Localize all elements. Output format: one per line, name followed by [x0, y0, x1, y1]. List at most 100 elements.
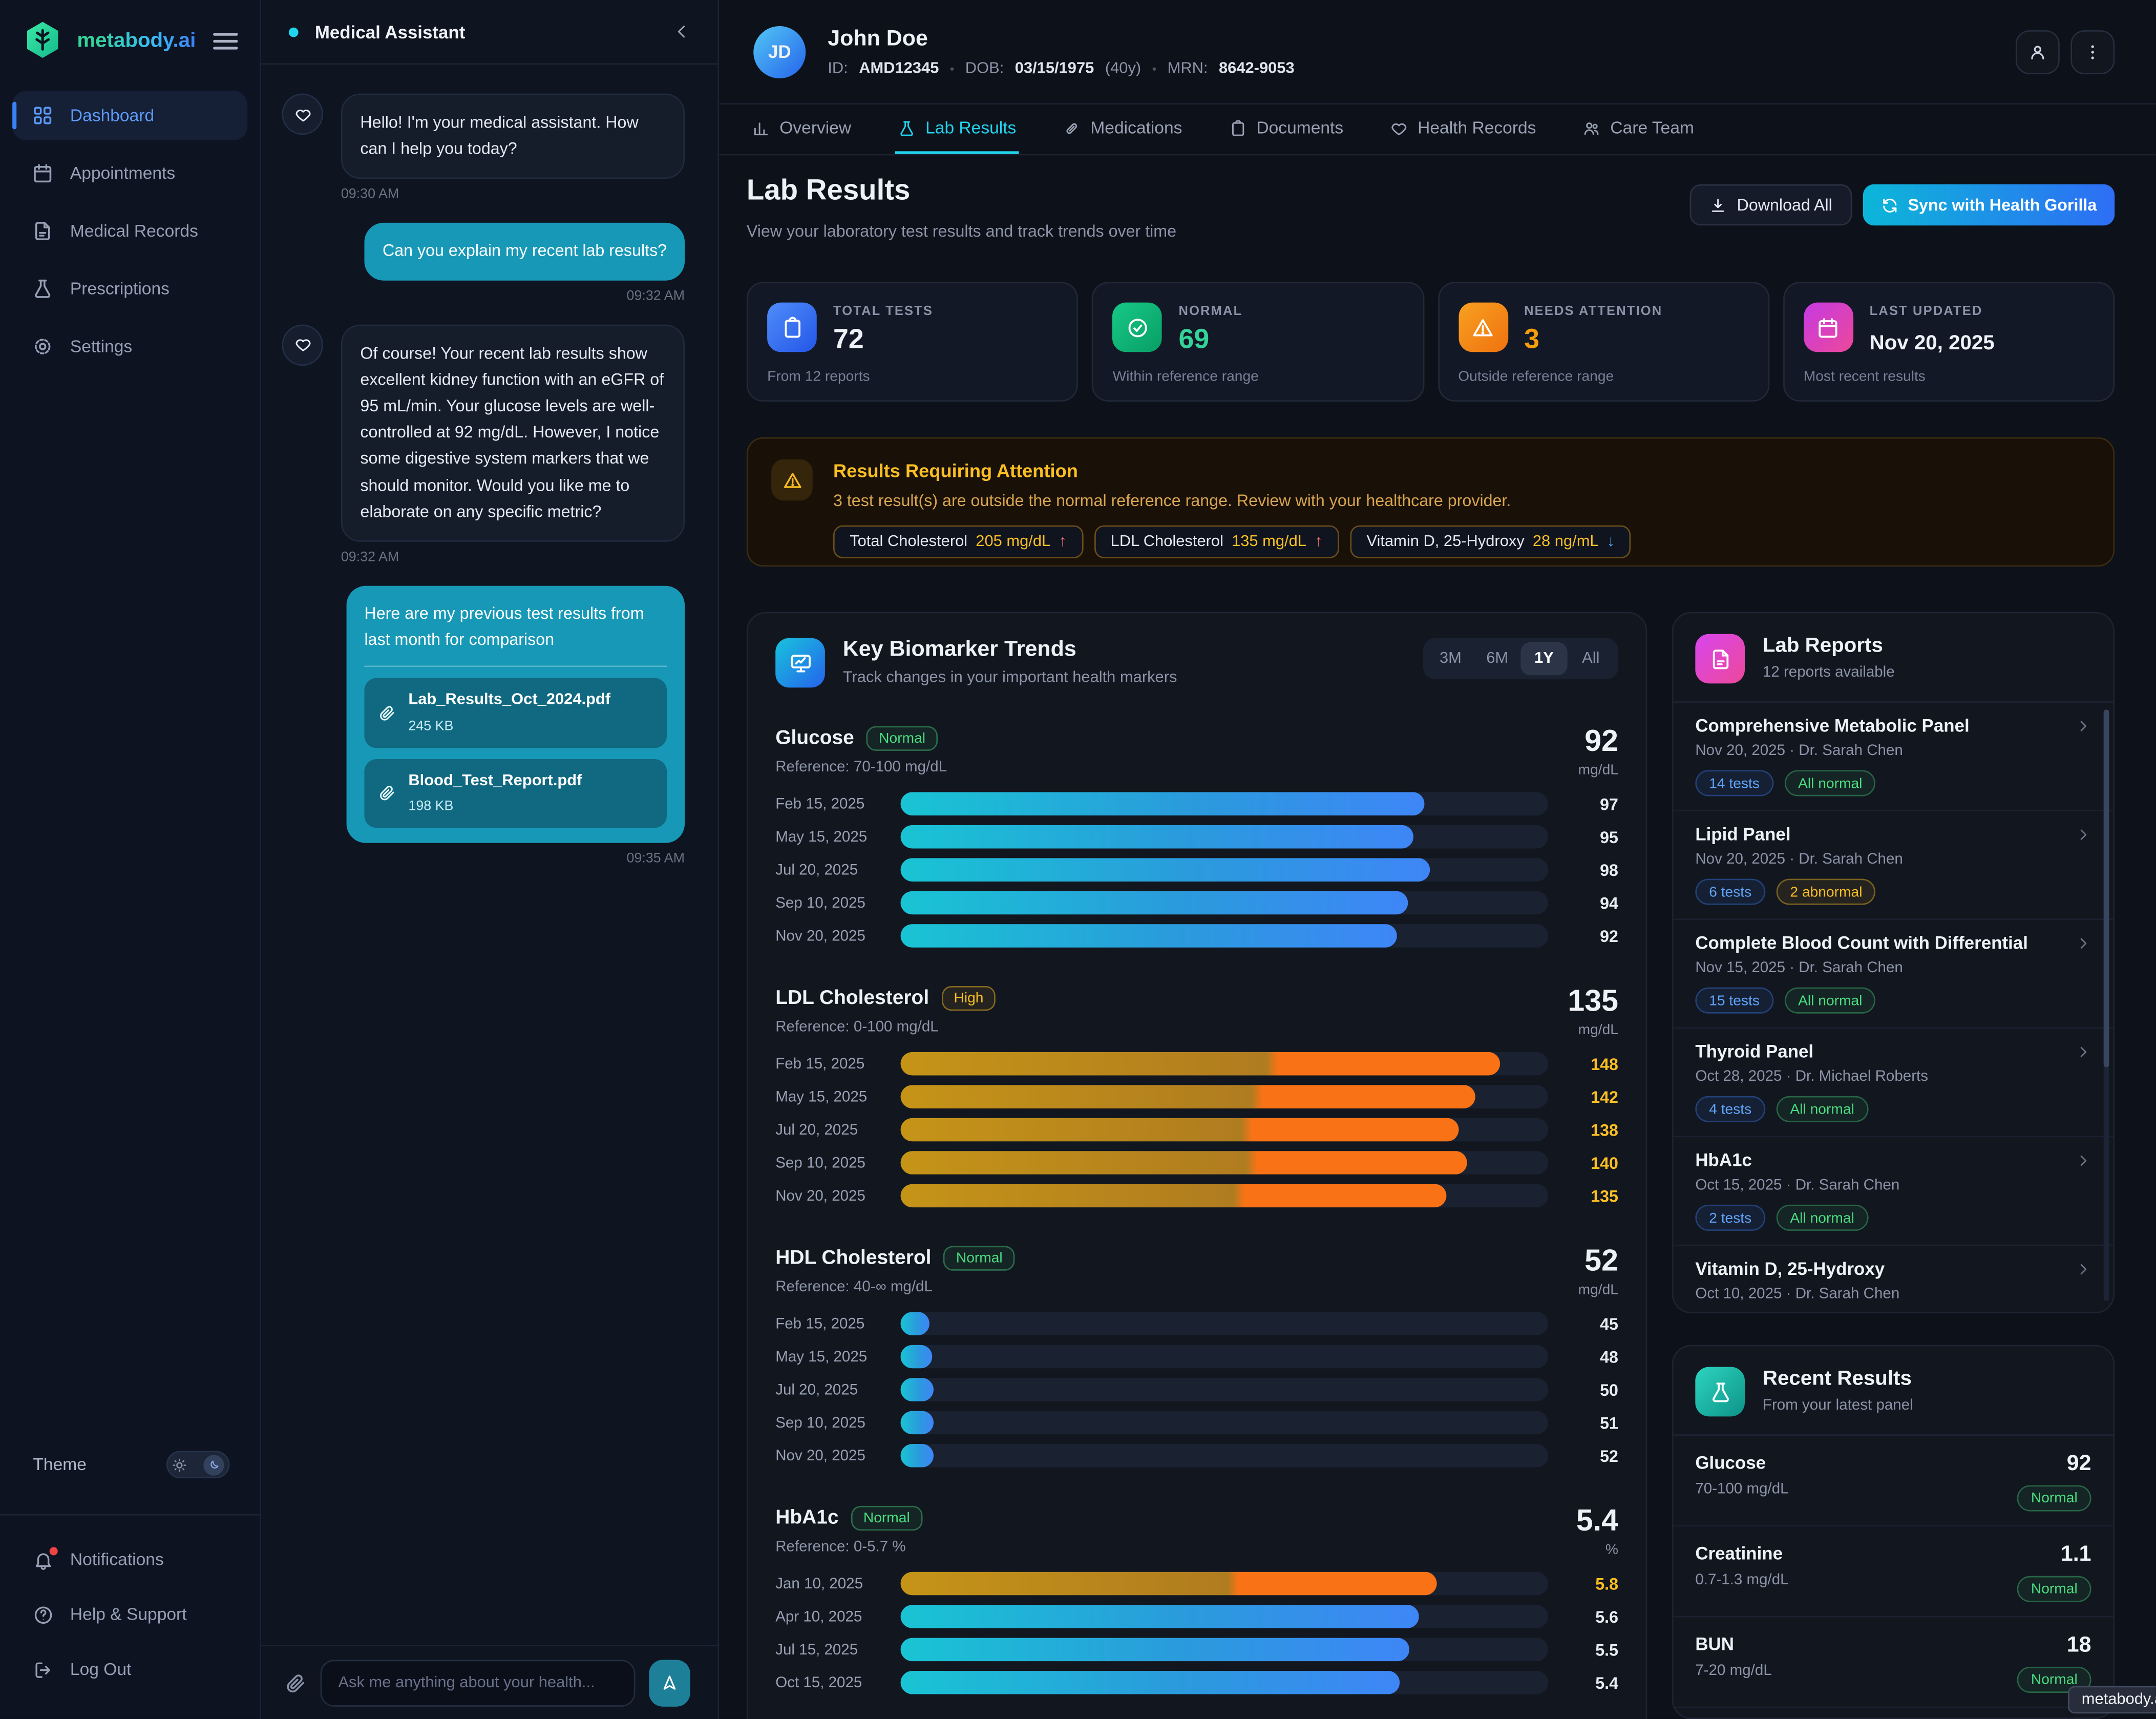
stat-cards: TOTAL TESTS 72 From 12 reports NORMAL 69… [746, 282, 2115, 402]
stat-label: NEEDS ATTENTION [1524, 304, 1663, 319]
stat-sub: Outside reference range [1458, 368, 1614, 385]
paperclip-icon [380, 786, 394, 801]
tab-overview[interactable]: Overview [749, 104, 854, 154]
recent-result-row: BUN 7-20 mg/dL 18 Normal [1673, 1617, 2113, 1708]
sidebar-item-label: Appointments [70, 163, 176, 183]
bar-track [900, 1151, 1549, 1175]
chevron-left-icon [678, 26, 685, 38]
status-badge: Normal [866, 726, 938, 751]
menu-icon[interactable] [213, 33, 238, 50]
profile-button[interactable] [2015, 29, 2060, 74]
report-item[interactable]: Complete Blood Count with Differential N… [1673, 920, 2113, 1029]
bar-fill [900, 825, 1413, 849]
tab-health-records[interactable]: Health Records [1387, 104, 1539, 154]
assistant-message-row: Of course! Your recent lab results show … [282, 324, 685, 542]
stat-sub: Within reference range [1112, 368, 1259, 385]
sidebar-footer: Theme Notifications Help & Support [0, 1445, 260, 1719]
sidebar-item-medical-records[interactable]: Medical Records [12, 206, 247, 256]
more-options-button[interactable] [2070, 29, 2115, 74]
message-timestamp: 09:30 AM [341, 187, 399, 203]
status-badge: High [941, 986, 996, 1011]
tab-lab-results[interactable]: Lab Results [895, 104, 1019, 154]
divider [0, 1514, 260, 1516]
assistant-message-row: Hello! I'm your medical assistant. How c… [282, 93, 685, 180]
unit: mg/dL [1578, 762, 1618, 779]
sidebar-item-appointments[interactable]: Appointments [12, 149, 247, 198]
current-value: 92 [1584, 723, 1618, 758]
range-6m[interactable]: 6M [1486, 650, 1509, 667]
abnormal-result-chip[interactable]: Total Cholesterol 205 mg/dL ↑ [833, 525, 1083, 559]
sidebar-item-prescriptions[interactable]: Prescriptions [12, 264, 247, 313]
user-message-row: Can you explain my recent lab results? [282, 223, 685, 280]
sidebar-item-logout[interactable]: Log Out [0, 1642, 260, 1697]
message-timestamp: 09:32 AM [626, 288, 685, 304]
attachment-card[interactable]: Blood_Test_Report.pdf 198 KB [364, 759, 667, 828]
scrollbar-thumb[interactable] [2103, 709, 2109, 1067]
attachment-card[interactable]: Lab_Results_Oct_2024.pdf 245 KB [364, 678, 667, 748]
recent-title: Recent Results [1762, 1367, 1912, 1391]
pill-icon [1066, 122, 1077, 134]
message-timestamp: 09:32 AM [341, 550, 399, 565]
warning-triangle-icon [771, 459, 813, 501]
send-button[interactable] [649, 1659, 690, 1706]
sidebar-item-settings[interactable]: Settings [12, 322, 247, 371]
abnormal-result-chip[interactable]: LDL Cholesterol 135 mg/dL ↑ [1094, 525, 1339, 559]
bar-fill [900, 1085, 1475, 1108]
attach-file-button[interactable] [285, 1671, 307, 1693]
assistant-avatar [282, 93, 323, 135]
online-status-dot [288, 27, 299, 37]
report-item[interactable]: Lipid Panel Nov 20, 2025 · Dr. Sarah Che… [1673, 811, 2113, 920]
reports-title: Lab Reports [1762, 634, 1883, 658]
reference-range: Reference: 0-100 mg/dL [775, 1019, 939, 1036]
attachment-name: Lab_Results_Oct_2024.pdf [408, 692, 611, 709]
bar-track [900, 1085, 1549, 1108]
trend-bar-row: Apr 10, 2025 5.6 [775, 1605, 1618, 1628]
stat-sub: Most recent results [1803, 368, 1926, 385]
chat-bubble: Can you explain my recent lab results? [365, 223, 685, 280]
download-all-button[interactable]: Download All [1690, 184, 1852, 226]
report-item[interactable]: Comprehensive Metabolic Panel Nov 20, 20… [1673, 703, 2113, 812]
bar-track [900, 1411, 1549, 1435]
stat-card-last-updated: LAST UPDATED Nov 20, 2025 Most recent re… [1783, 282, 2115, 402]
collapse-chat-button[interactable] [665, 15, 698, 48]
patient-header: JD John Doe ID: AMD12345 • DOB: 03/15/1975… [719, 0, 2156, 105]
patient-name: John Doe [828, 27, 928, 50]
time-range-selector: 3M 6M 1Y All [1423, 638, 1618, 680]
theme-toggle[interactable] [166, 1451, 230, 1479]
sidebar-item-help[interactable]: Help & Support [0, 1587, 260, 1642]
document-icon [35, 222, 50, 240]
range-3m[interactable]: 3M [1439, 650, 1462, 667]
tab-documents[interactable]: Documents [1226, 104, 1346, 154]
bar-fill [900, 792, 1424, 816]
range-all[interactable]: All [1582, 650, 1600, 667]
send-icon [663, 1674, 676, 1689]
current-value: 135 [1568, 983, 1618, 1018]
heart-icon [295, 339, 310, 351]
tab-medications[interactable]: Medications [1060, 104, 1185, 154]
heart-icon [295, 109, 310, 121]
download-icon [1712, 198, 1724, 212]
clipboard-icon [767, 302, 817, 352]
sync-health-gorilla-button[interactable]: Sync with Health Gorilla [1862, 184, 2115, 226]
sidebar-item-notifications[interactable]: Notifications [0, 1532, 260, 1587]
biomarker-name: HDL Cholesterol [775, 1247, 932, 1270]
report-item[interactable]: Thyroid Panel Oct 28, 2025 · Dr. Michael… [1673, 1029, 2113, 1138]
calendar-icon [1803, 302, 1853, 352]
abnormal-result-chip[interactable]: Vitamin D, 25-Hydroxy 28 ng/mL ↓ [1350, 525, 1632, 559]
trend-bar-row: Jul 20, 2025 50 [775, 1378, 1618, 1401]
chevron-right-icon [2080, 1263, 2087, 1274]
reference-range: Reference: 0-5.7 % [775, 1539, 906, 1556]
sidebar-item-dashboard[interactable]: Dashboard [12, 91, 248, 140]
range-1y[interactable]: 1Y [1520, 642, 1568, 676]
reports-subtitle: 12 reports available [1762, 664, 1895, 681]
tab-care-team[interactable]: Care Team [1580, 104, 1697, 154]
arrow-down-icon: ↓ [1607, 533, 1615, 550]
trend-bar-row: Jan 10, 2025 5.8 [775, 1571, 1618, 1596]
trend-bar-row: Sep 10, 2025 51 [775, 1411, 1618, 1435]
moon-icon [210, 1460, 219, 1468]
page-subtitle: View your laboratory test results and tr… [746, 221, 1177, 241]
bar-fill [900, 1605, 1419, 1628]
report-item[interactable]: HbA1c Oct 15, 2025 · Dr. Sarah Chen 2 te… [1673, 1137, 2113, 1246]
chat-input[interactable] [320, 1659, 636, 1706]
report-item[interactable]: Vitamin D, 25-Hydroxy Oct 10, 2025 · Dr.… [1673, 1246, 2113, 1312]
